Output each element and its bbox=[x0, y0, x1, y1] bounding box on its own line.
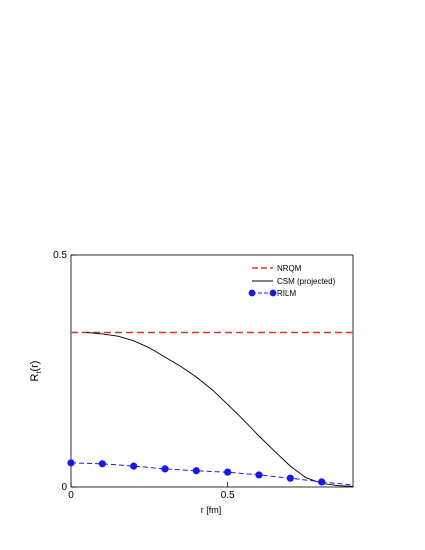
legend-item: CSM (projected) bbox=[252, 277, 336, 286]
legend-marker bbox=[248, 289, 256, 297]
plot-frame bbox=[70, 254, 354, 488]
x-tick-label: 0 bbox=[68, 490, 74, 501]
data-point bbox=[286, 474, 294, 482]
y-axis-label-main: R bbox=[29, 373, 41, 381]
data-point bbox=[67, 459, 75, 467]
series-line bbox=[70, 462, 322, 483]
svg-text:Rt(r): Rt(r) bbox=[29, 361, 43, 382]
x-tick-label: 0.5 bbox=[221, 490, 235, 501]
series-rilm bbox=[67, 459, 354, 486]
data-point bbox=[224, 468, 232, 476]
tick-layer: 0 0.5 0 0.5 bbox=[53, 250, 235, 501]
y-axis-label: Rt(r) bbox=[29, 361, 43, 382]
series-layer bbox=[67, 331, 354, 487]
legend-item: NRQM bbox=[252, 264, 302, 273]
legend-marker bbox=[269, 289, 277, 297]
data-point bbox=[130, 462, 138, 470]
series-line bbox=[86, 332, 354, 487]
legend-label: CSM (projected) bbox=[277, 277, 336, 286]
y-axis-label-subscript: t bbox=[36, 372, 43, 374]
legend: NRQM CSM (projected) RILM bbox=[248, 264, 336, 298]
y-tick-label: 0.5 bbox=[53, 250, 67, 261]
data-point bbox=[161, 465, 169, 473]
legend-label: RILM bbox=[277, 289, 296, 298]
data-point bbox=[255, 471, 263, 479]
data-point bbox=[192, 467, 200, 475]
x-axis-label: r [fm] bbox=[201, 505, 222, 515]
plot-area bbox=[70, 254, 354, 488]
legend-label: NRQM bbox=[277, 264, 302, 273]
y-axis-label-tail: (r) bbox=[29, 361, 41, 372]
y-tick-label: 0 bbox=[61, 482, 67, 493]
legend-item: RILM bbox=[248, 289, 296, 298]
data-point bbox=[98, 460, 106, 468]
data-point bbox=[318, 478, 326, 486]
series-line-tail bbox=[321, 481, 354, 486]
series-csm-projected bbox=[86, 332, 354, 487]
